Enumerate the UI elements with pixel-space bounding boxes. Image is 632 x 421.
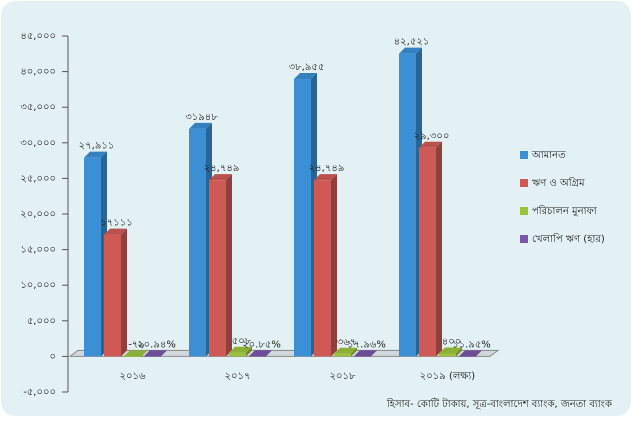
bar bbox=[334, 353, 351, 357]
value-label: ১৭.৯৬% bbox=[347, 339, 386, 350]
bar bbox=[189, 128, 206, 357]
legend-swatch bbox=[520, 179, 528, 187]
x-tick-label: ২০১৯ (লক্ষ্য) bbox=[420, 371, 476, 382]
value-label: ৩১৯৪৮ bbox=[185, 112, 218, 123]
bar-side bbox=[371, 350, 377, 357]
bar-side bbox=[141, 350, 147, 357]
y-tick-label: -৫,০০০ bbox=[23, 387, 56, 398]
bar bbox=[294, 79, 311, 357]
y-tick-label: ৩৫,০০০ bbox=[20, 102, 56, 113]
bar-side bbox=[351, 347, 357, 357]
bar-top bbox=[314, 174, 337, 181]
x-tick-label: ২০১৮ bbox=[330, 371, 356, 382]
bar-top bbox=[334, 347, 357, 354]
value-label: -৭৯ bbox=[128, 339, 145, 350]
bar-top bbox=[294, 73, 317, 80]
bar bbox=[229, 352, 246, 357]
y-tick-label: ১০,০০০ bbox=[20, 280, 56, 291]
legend-label: খেলাপি ঋণ (হার) bbox=[532, 233, 605, 245]
y-tick-label: ৪০,০০০ bbox=[20, 67, 56, 78]
y-tick-label: ০ bbox=[49, 351, 56, 362]
bar-side bbox=[246, 346, 252, 357]
bar-top bbox=[229, 346, 252, 353]
bar bbox=[439, 353, 456, 357]
value-label: ১৭১১১ bbox=[100, 218, 132, 229]
bar bbox=[84, 157, 101, 357]
value-label: ২৪,৭৪৯ bbox=[309, 163, 345, 174]
value-label: ২০.৮৫% bbox=[242, 339, 281, 350]
bar bbox=[314, 180, 331, 357]
y-tick-label: ৩০,০০০ bbox=[20, 138, 56, 149]
legend-swatch bbox=[520, 207, 528, 215]
bar-top bbox=[249, 350, 272, 357]
bar-top bbox=[84, 151, 107, 158]
bar bbox=[419, 147, 436, 357]
bar bbox=[249, 356, 266, 357]
bar-side bbox=[161, 350, 167, 357]
value-label: ২৯,৩০০ bbox=[414, 131, 450, 142]
bar-side bbox=[121, 228, 127, 357]
bar-side bbox=[476, 350, 482, 357]
legend-swatch bbox=[520, 235, 528, 243]
bar bbox=[354, 356, 371, 357]
bar-side bbox=[226, 174, 232, 357]
legend-label: পরিচালন মুনাফা bbox=[532, 205, 598, 217]
bar-top bbox=[439, 347, 462, 354]
value-label: ২০.৯৪% bbox=[137, 339, 176, 350]
y-tick-label: ২৫,০০০ bbox=[20, 173, 56, 184]
bar-side bbox=[331, 174, 337, 357]
bar-top bbox=[399, 47, 422, 54]
value-label: ৫০৮ bbox=[232, 336, 252, 347]
bar-top bbox=[189, 122, 212, 129]
legend-label: ঋণ ও অগ্রিম bbox=[532, 177, 585, 189]
value-label: ১১.৯৫% bbox=[452, 339, 491, 350]
y-tick-label: ৪৫,০০০ bbox=[20, 31, 56, 42]
bar-top bbox=[209, 174, 232, 181]
legend-swatch bbox=[520, 151, 528, 159]
y-tick-label: ২০,০০০ bbox=[20, 209, 56, 220]
bar-side bbox=[436, 141, 442, 357]
value-label: ৩৬৭ bbox=[337, 337, 357, 348]
source-note: হিসাব- কোটি টাকায়, সূত্র-বাংলাদেশ ব্যাং… bbox=[386, 397, 613, 410]
bar-top bbox=[459, 350, 482, 357]
bar-top bbox=[419, 141, 442, 148]
value-label: ৪২,৫২১ bbox=[394, 37, 430, 48]
bar bbox=[124, 356, 141, 357]
x-tick-label: ২০১৬ bbox=[120, 371, 146, 382]
bar-top bbox=[144, 350, 167, 357]
y-tick-label: ৫,০০০ bbox=[27, 316, 56, 327]
value-label: ২৪,৭৪৯ bbox=[204, 163, 240, 174]
bar-top bbox=[104, 228, 127, 235]
bar-top bbox=[124, 350, 147, 357]
value-label: ৩৮,৯৫৫ bbox=[289, 62, 325, 73]
value-label: ২৭,৯১১ bbox=[79, 141, 115, 152]
value-label: ৪০০ bbox=[442, 337, 462, 348]
bar-side bbox=[456, 347, 462, 357]
bar bbox=[459, 356, 476, 357]
bar-side bbox=[266, 350, 272, 357]
bar bbox=[104, 234, 121, 357]
bar bbox=[144, 356, 161, 357]
bar bbox=[399, 53, 416, 357]
x-tick-label: ২০১৭ bbox=[225, 371, 251, 382]
legend-label: আমানত bbox=[531, 150, 566, 161]
y-tick-label: ১৫,০০০ bbox=[20, 245, 56, 256]
bar bbox=[209, 180, 226, 357]
bar-top bbox=[354, 350, 377, 357]
